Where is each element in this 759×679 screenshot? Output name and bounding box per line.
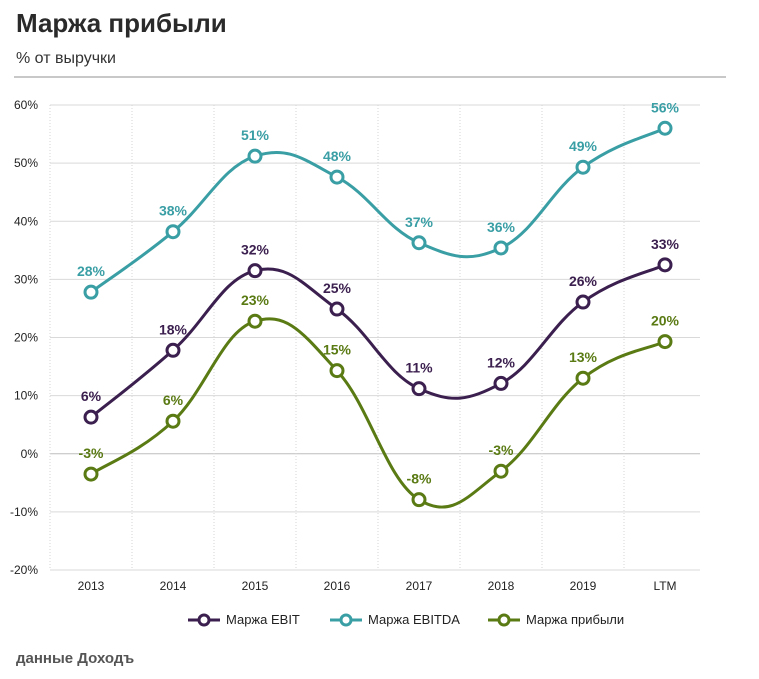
data-point-ebit <box>575 294 591 310</box>
y-tick-label: 20% <box>14 331 38 345</box>
data-label-ebitda: 56% <box>651 99 680 115</box>
data-label-ebitda: 36% <box>487 219 516 235</box>
legend: Маржа EBIT Маржа EBITDA Маржа прибыли <box>188 612 624 627</box>
data-point-ebitda <box>247 148 263 164</box>
data-label-ebitda: 48% <box>323 148 352 164</box>
data-point-ebit <box>411 381 427 397</box>
data-point-ebitda <box>411 235 427 251</box>
y-axis-ticks: -20% -10% 0% 10% 20% 30% 40% 50% 60% <box>10 98 38 577</box>
legend-label: Маржа прибыли <box>526 612 624 627</box>
data-point-ebit <box>493 375 509 391</box>
x-tick-label: LTM <box>653 579 676 593</box>
y-tick-label: 60% <box>14 98 38 112</box>
legend-item-ebitda: Маржа EBITDA <box>330 612 460 627</box>
title-divider <box>14 76 726 78</box>
data-label-ebit: 26% <box>569 273 598 289</box>
data-label-ebit: 25% <box>323 280 352 296</box>
series-layer: 6% 18% 32% 25% 11% 12% 26% 33% 28% 38% 51% 48% 37% 36… <box>77 99 680 509</box>
series-ebitda: 28% 38% 51% 48% 37% 36% 49% 56% <box>77 99 680 300</box>
x-tick-label: 2013 <box>78 579 105 593</box>
y-tick-label: -10% <box>10 505 38 519</box>
data-point-profit <box>493 463 509 479</box>
grid-layer <box>49 104 700 571</box>
data-label-ebitda: 38% <box>159 203 188 219</box>
series-ebit: 6% 18% 32% 25% 11% 12% 26% 33% <box>81 236 680 425</box>
data-point-ebitda <box>329 169 345 185</box>
data-point-ebit <box>657 257 673 273</box>
y-tick-label: 50% <box>14 156 38 170</box>
legend-label: Маржа EBITDA <box>368 612 460 627</box>
data-label-ebit: 18% <box>159 321 188 337</box>
data-label-ebitda: 51% <box>241 127 270 143</box>
data-point-ebitda <box>657 120 673 136</box>
data-label-ebit: 6% <box>81 388 102 404</box>
data-point-ebitda <box>83 284 99 300</box>
data-label-profit: -3% <box>489 442 514 458</box>
data-source-note: данные Доходъ <box>16 650 135 667</box>
data-label-ebitda: 49% <box>569 138 598 154</box>
data-point-profit <box>411 492 427 508</box>
x-tick-label: 2016 <box>324 579 351 593</box>
legend-swatch-marker <box>339 613 353 627</box>
data-point-ebit <box>247 263 263 279</box>
data-point-ebitda <box>165 224 181 240</box>
x-tick-label: 2015 <box>242 579 269 593</box>
x-tick-label: 2017 <box>406 579 433 593</box>
data-label-ebit: 33% <box>651 236 680 252</box>
y-tick-label: 30% <box>14 272 38 286</box>
y-tick-label: 40% <box>14 214 38 228</box>
data-label-ebit: 12% <box>487 354 516 370</box>
legend-item-profit: Маржа прибыли <box>488 612 624 627</box>
data-label-profit: 6% <box>163 392 184 408</box>
data-point-ebitda <box>575 159 591 175</box>
x-axis-ticks: 2013 2014 2015 2016 2017 2018 2019 LTM <box>78 579 677 593</box>
series-line-profit <box>90 317 666 509</box>
y-tick-label: 0% <box>21 447 39 461</box>
data-point-ebit <box>165 342 181 358</box>
data-point-ebitda <box>493 240 509 256</box>
x-tick-label: 2014 <box>160 579 187 593</box>
series-line-ebitda <box>90 126 666 294</box>
data-point-profit <box>657 334 673 350</box>
data-label-profit: -3% <box>79 445 104 461</box>
data-label-ebit: 32% <box>241 242 270 258</box>
series-line-ebit <box>90 263 666 419</box>
legend-item-ebit: Маржа EBIT <box>188 612 300 627</box>
data-label-profit: 23% <box>241 292 270 308</box>
data-label-profit: -8% <box>407 471 432 487</box>
x-tick-label: 2019 <box>570 579 597 593</box>
series-profit: -3% 6% 23% 15% -8% -3% 13% 20% <box>79 292 680 509</box>
data-label-ebitda: 28% <box>77 263 106 279</box>
y-tick-label: -20% <box>10 563 38 577</box>
chart-subtitle: % от выручки <box>16 50 116 67</box>
legend-swatch-marker <box>197 613 211 627</box>
data-label-profit: 20% <box>651 313 680 329</box>
data-label-profit: 13% <box>569 349 598 365</box>
x-tick-label: 2018 <box>488 579 515 593</box>
data-point-profit <box>83 466 99 482</box>
data-point-profit <box>329 363 345 379</box>
chart-title: Маржа прибыли <box>16 8 227 38</box>
legend-label: Маржа EBIT <box>226 612 300 627</box>
data-point-profit <box>165 413 181 429</box>
data-label-ebitda: 37% <box>405 214 434 230</box>
data-point-profit <box>247 313 263 329</box>
legend-swatch-marker <box>497 613 511 627</box>
data-point-ebit <box>83 409 99 425</box>
data-label-profit: 15% <box>323 342 352 358</box>
data-label-ebit: 11% <box>405 360 433 376</box>
y-tick-label: 10% <box>14 389 38 403</box>
data-point-ebit <box>329 301 345 317</box>
data-point-profit <box>575 370 591 386</box>
